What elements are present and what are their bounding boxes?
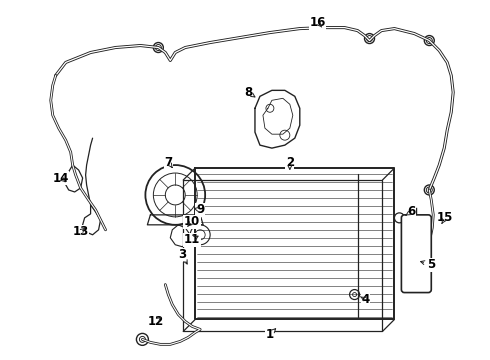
Text: 7: 7: [164, 156, 172, 168]
Text: 12: 12: [147, 315, 164, 328]
Circle shape: [365, 33, 374, 44]
Text: 4: 4: [362, 293, 369, 306]
Text: 6: 6: [407, 205, 416, 219]
Text: 8: 8: [244, 86, 252, 99]
Text: 3: 3: [178, 248, 186, 261]
Text: 5: 5: [427, 258, 436, 271]
Text: 16: 16: [310, 16, 326, 29]
FancyBboxPatch shape: [401, 215, 431, 293]
Circle shape: [424, 36, 434, 45]
Circle shape: [349, 289, 360, 300]
Circle shape: [394, 213, 404, 223]
Text: 13: 13: [73, 225, 89, 238]
Circle shape: [424, 185, 434, 195]
Text: 9: 9: [196, 203, 204, 216]
Circle shape: [136, 333, 148, 345]
Text: 11: 11: [184, 233, 200, 246]
Text: 15: 15: [437, 211, 453, 224]
Text: 1: 1: [266, 328, 274, 341]
Text: 10: 10: [184, 215, 200, 228]
Text: 2: 2: [286, 156, 294, 168]
Circle shape: [153, 42, 163, 53]
Text: 14: 14: [52, 171, 69, 185]
